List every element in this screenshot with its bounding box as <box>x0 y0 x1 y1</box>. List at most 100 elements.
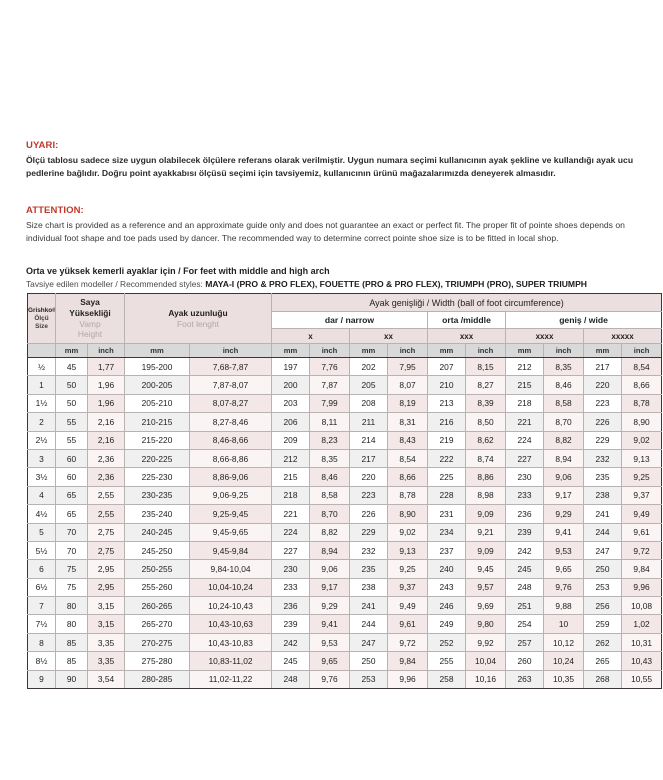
arch-type-heading: Orta ve yüksek kemerli ayaklar için / Fo… <box>26 266 330 276</box>
cell-x_mm: 242 <box>271 632 310 653</box>
cell-xxxx_mm: 248 <box>505 577 544 598</box>
header-unit-xxx-inch: inch <box>465 343 506 358</box>
cell-vamp_mm: 80 <box>55 596 88 616</box>
warning-block-english: ATTENTION: Size chart is provided as a r… <box>26 205 637 245</box>
cell-xxxxx_in: 9,61 <box>620 522 663 542</box>
cell-xxxx_mm: 254 <box>505 614 544 634</box>
cell-x_mm: 200 <box>271 375 310 395</box>
cell-foot_in: 10,04-10,24 <box>189 577 272 598</box>
cell-foot_mm: 205-210 <box>124 393 190 414</box>
cell-xxxxx_mm: 226 <box>583 412 622 432</box>
cell-foot_in: 8,46-8,66 <box>189 430 272 450</box>
cell-xx_mm: 226 <box>349 504 388 524</box>
table-row: 7 80 3,15 260-265 10,24-10,43 236 9,29 241 9,49 2… <box>27 596 663 616</box>
cell-foot_in: 8,86-9,06 <box>189 467 272 487</box>
cell-foot_in: 8,07-8,27 <box>189 393 272 414</box>
cell-xxxx_in: 9,06 <box>543 467 584 487</box>
header-unit-foot-inch: inch <box>189 343 272 358</box>
cell-xxx_mm: 216 <box>427 412 466 432</box>
header-group-middle: orta /middle <box>427 311 506 329</box>
cell-size: 8 <box>27 632 56 653</box>
table-row: 4½ 65 2,55 235-240 9,25-9,45 221 8,70 226 8,90 23… <box>27 504 663 524</box>
cell-xxxx_in: 9,29 <box>543 504 584 524</box>
cell-vamp_in: 1,96 <box>87 375 125 395</box>
cell-vamp_in: 2,95 <box>87 559 125 579</box>
cell-x_in: 9,29 <box>309 596 350 616</box>
cell-xxx_mm: 246 <box>427 596 466 616</box>
cell-foot_mm: 195-200 <box>124 356 190 377</box>
header-unit-size-blank <box>27 343 56 358</box>
cell-xxxxx_in: 9,13 <box>620 448 663 469</box>
cell-xxxxx_in: 9,72 <box>620 540 663 561</box>
cell-xxxx_mm: 227 <box>505 448 544 469</box>
cell-x_in: 8,94 <box>309 540 350 561</box>
warning-title-turkish: UYARI: <box>26 140 59 151</box>
cell-xxxxx_mm: 229 <box>583 430 622 450</box>
cell-vamp_in: 2,75 <box>87 540 125 561</box>
cell-size: 6½ <box>27 577 56 598</box>
cell-foot_in: 9,06-9,25 <box>189 485 272 506</box>
cell-foot_in: 9,45-9,84 <box>189 540 272 561</box>
cell-xxxx_in: 10 <box>543 614 584 634</box>
recommended-styles-label: Tavsiye edilen modeller / Recommended st… <box>26 279 203 289</box>
cell-xx_in: 8,31 <box>387 412 428 432</box>
cell-size: 5½ <box>27 540 56 561</box>
header-code-xxx: xxx <box>427 328 506 344</box>
cell-xxx_mm: 243 <box>427 577 466 598</box>
cell-xxxxx_mm: 265 <box>583 651 622 671</box>
cell-foot_in: 11,02-11,22 <box>189 669 272 690</box>
cell-xx_in: 9,02 <box>387 522 428 542</box>
cell-foot_mm: 215-220 <box>124 430 190 450</box>
cell-xxxx_mm: 257 <box>505 632 544 653</box>
cell-size: 7 <box>27 596 56 616</box>
cell-vamp_mm: 60 <box>55 467 88 487</box>
cell-foot_mm: 280-285 <box>124 669 190 690</box>
cell-xxx_mm: 213 <box>427 393 466 414</box>
cell-xxx_in: 9,09 <box>465 540 506 561</box>
cell-xxxx_mm: 218 <box>505 393 544 414</box>
header-foot-tr: Ayak uzunluğu <box>168 307 228 318</box>
cell-xxx_mm: 222 <box>427 448 466 469</box>
cell-foot_mm: 200-205 <box>124 375 190 395</box>
cell-vamp_in: 2,55 <box>87 504 125 524</box>
cell-xxx_in: 8,86 <box>465 467 506 487</box>
header-brand-label: Grishko® <box>28 306 56 314</box>
table-row: 6 75 2,95 250-255 9,84-10,04 230 9,06 235 9,25 24… <box>27 559 663 579</box>
cell-xx_in: 9,49 <box>387 596 428 616</box>
cell-foot_in: 7,68-7,87 <box>189 356 272 377</box>
table-row: 4 65 2,55 230-235 9,06-9,25 218 8,58 223 8,78 228… <box>27 485 663 506</box>
cell-vamp_in: 3,35 <box>87 651 125 671</box>
cell-xxx_mm: 240 <box>427 559 466 579</box>
cell-xx_in: 8,78 <box>387 485 428 506</box>
cell-xxxxx_mm: 241 <box>583 504 622 524</box>
recommended-styles-line: Tavsiye edilen modeller / Recommended st… <box>26 279 637 289</box>
cell-xxx_in: 8,62 <box>465 430 506 450</box>
cell-size: 1 <box>27 375 56 395</box>
header-vamp-height: Saya Yüksekliği Vamp Height <box>55 293 125 344</box>
cell-xx_in: 9,25 <box>387 559 428 579</box>
cell-vamp_mm: 70 <box>55 540 88 561</box>
cell-xxxx_mm: 245 <box>505 559 544 579</box>
cell-xxxx_in: 9,17 <box>543 485 584 506</box>
cell-xxx_in: 10,04 <box>465 651 506 671</box>
cell-x_mm: 203 <box>271 393 310 414</box>
cell-xxxx_in: 10,12 <box>543 632 584 653</box>
cell-foot_in: 10,83-11,02 <box>189 651 272 671</box>
cell-xx_in: 8,66 <box>387 467 428 487</box>
cell-vamp_mm: 65 <box>55 485 88 506</box>
table-row: 3½ 60 2,36 225-230 8,86-9,06 215 8,46 220 8,66 22… <box>27 467 663 487</box>
cell-xxxx_mm: 263 <box>505 669 544 690</box>
cell-x_in: 8,46 <box>309 467 350 487</box>
header-foot-en: Foot lenght <box>177 318 219 329</box>
cell-xxx_mm: 225 <box>427 467 466 487</box>
table-row: 5½ 70 2,75 245-250 9,45-9,84 227 8,94 232 9,13 23… <box>27 540 663 561</box>
cell-foot_in: 9,25-9,45 <box>189 504 272 524</box>
warning-block-turkish: UYARI: Ölçü tablosu sadece size uygun ol… <box>26 140 637 180</box>
cell-xxx_mm: 207 <box>427 356 466 377</box>
cell-xxx_in: 9,69 <box>465 596 506 616</box>
cell-xxxx_in: 9,76 <box>543 577 584 598</box>
cell-x_in: 8,58 <box>309 485 350 506</box>
cell-xxxxx_mm: 247 <box>583 540 622 561</box>
cell-size: 6 <box>27 559 56 579</box>
cell-x_in: 9,17 <box>309 577 350 598</box>
